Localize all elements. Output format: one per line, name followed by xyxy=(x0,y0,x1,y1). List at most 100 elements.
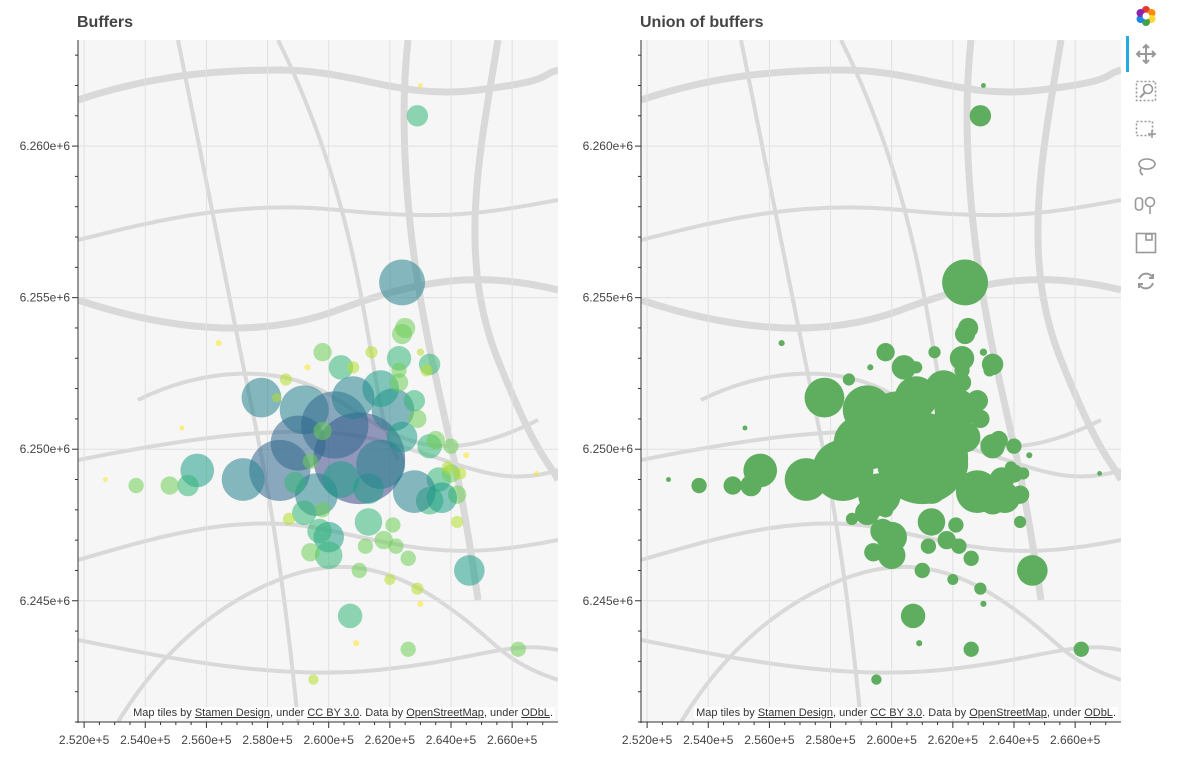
buffer-point[interactable] xyxy=(221,458,265,501)
buffer-point[interactable] xyxy=(666,477,671,482)
buffer-point[interactable] xyxy=(871,674,882,685)
buffer-point[interactable] xyxy=(876,421,895,441)
buffer-point[interactable] xyxy=(292,500,317,526)
plot-area-1[interactable] xyxy=(641,40,1121,722)
buffer-point[interactable] xyxy=(337,603,363,629)
buffer-point[interactable] xyxy=(989,482,1021,513)
buffer-point[interactable] xyxy=(160,476,179,495)
buffer-point[interactable] xyxy=(847,471,869,494)
buffer-point[interactable] xyxy=(885,461,923,498)
buffer-point[interactable] xyxy=(958,317,979,339)
buffer-point[interactable] xyxy=(379,259,426,306)
buffer-point[interactable] xyxy=(463,452,470,459)
buffer-point[interactable] xyxy=(963,550,979,566)
buffer-point[interactable] xyxy=(403,390,426,412)
buffer-point[interactable] xyxy=(282,512,296,526)
buffer-point[interactable] xyxy=(353,640,360,647)
attr-link-odbl[interactable]: ODbL xyxy=(521,707,550,719)
buffer-point[interactable] xyxy=(877,541,906,570)
buffer-point[interactable] xyxy=(842,373,856,386)
buffer-point[interactable] xyxy=(279,373,293,386)
buffer-point[interactable] xyxy=(308,674,319,685)
buffer-point[interactable] xyxy=(388,538,404,554)
buffer-point[interactable] xyxy=(400,550,416,566)
buffer-point[interactable] xyxy=(928,346,941,359)
buffer-point[interactable] xyxy=(804,377,845,418)
buffer-point[interactable] xyxy=(417,600,424,607)
buffer-point[interactable] xyxy=(855,500,880,526)
buffer-point[interactable] xyxy=(347,361,360,374)
buffer-point[interactable] xyxy=(356,439,406,489)
buffer-point[interactable] xyxy=(331,376,375,420)
buffer-point[interactable] xyxy=(876,343,895,362)
buffer-point[interactable] xyxy=(177,474,199,497)
buffer-point[interactable] xyxy=(400,641,416,657)
buffer-point[interactable] xyxy=(389,373,409,392)
buffer-point[interactable] xyxy=(778,340,785,347)
buffer-point[interactable] xyxy=(691,477,707,494)
buffer-point[interactable] xyxy=(942,259,989,306)
buffer-point[interactable] xyxy=(979,348,988,356)
buffer-point[interactable] xyxy=(351,562,367,579)
buffer-point[interactable] xyxy=(284,471,306,494)
buffer-point[interactable] xyxy=(920,538,937,554)
buffer-point[interactable] xyxy=(417,83,423,88)
attr-link-stamen[interactable]: Stamen Design xyxy=(194,707,271,719)
buffer-point[interactable] xyxy=(949,346,975,371)
buffer-point[interactable] xyxy=(354,508,383,536)
buffer-point[interactable] xyxy=(386,346,412,371)
buffer-point[interactable] xyxy=(420,364,433,377)
buffer-point[interactable] xyxy=(1017,467,1030,480)
buffer-point[interactable] xyxy=(989,430,1008,450)
buffer-point[interactable] xyxy=(416,348,425,356)
attr-link-odbl[interactable]: ODbL xyxy=(1084,707,1113,719)
buffer-point[interactable] xyxy=(864,543,883,562)
buffer-point[interactable] xyxy=(916,640,923,647)
buffer-point[interactable] xyxy=(128,477,144,494)
buffer-point[interactable] xyxy=(215,340,222,347)
buffer-point[interactable] xyxy=(510,641,526,657)
buffer-point[interactable] xyxy=(937,530,956,550)
buffer-point[interactable] xyxy=(313,421,332,441)
buffer-point[interactable] xyxy=(954,362,970,379)
buffer-point[interactable] xyxy=(408,409,427,429)
buffer-point[interactable] xyxy=(877,502,894,518)
buffer-point[interactable] xyxy=(947,574,959,586)
buffer-point[interactable] xyxy=(534,471,540,476)
buffer-point[interactable] xyxy=(980,600,987,607)
buffer-point[interactable] xyxy=(322,461,360,498)
save-icon[interactable] xyxy=(1134,231,1158,255)
buffer-point[interactable] xyxy=(395,317,416,339)
buffer-point[interactable] xyxy=(313,343,332,362)
buffer-point[interactable] xyxy=(391,362,407,379)
buffer-point[interactable] xyxy=(865,453,881,469)
buffer-point[interactable] xyxy=(1097,471,1103,476)
buffer-point[interactable] xyxy=(179,425,185,431)
buffer-point[interactable] xyxy=(314,541,343,570)
buffer-point[interactable] xyxy=(1006,438,1022,454)
buffer-point[interactable] xyxy=(948,517,964,533)
buffer-point[interactable] xyxy=(443,438,459,454)
buffer-point[interactable] xyxy=(955,470,999,514)
buffer-point[interactable] xyxy=(454,467,467,480)
buffer-point[interactable] xyxy=(307,518,332,544)
buffer-point[interactable] xyxy=(406,105,429,127)
buffer-point[interactable] xyxy=(900,603,926,629)
buffer-point[interactable] xyxy=(384,574,396,586)
buffer-point[interactable] xyxy=(966,390,989,412)
buffer-point[interactable] xyxy=(314,502,331,518)
buffer-point[interactable] xyxy=(441,461,455,474)
buffer-point[interactable] xyxy=(740,474,762,497)
buffer-point[interactable] xyxy=(917,508,946,536)
attr-link-cc[interactable]: CC BY 3.0 xyxy=(870,707,923,719)
buffer-point[interactable] xyxy=(385,517,401,533)
attr-link-cc[interactable]: CC BY 3.0 xyxy=(307,707,360,719)
buffer-point[interactable] xyxy=(723,476,742,495)
buffer-point[interactable] xyxy=(374,530,393,550)
buffer-point[interactable] xyxy=(952,373,972,392)
buffer-point[interactable] xyxy=(1073,641,1089,657)
buffer-point[interactable] xyxy=(392,470,436,514)
buffer-point[interactable] xyxy=(272,393,282,403)
bokeh-logo-icon[interactable] xyxy=(1134,4,1158,28)
